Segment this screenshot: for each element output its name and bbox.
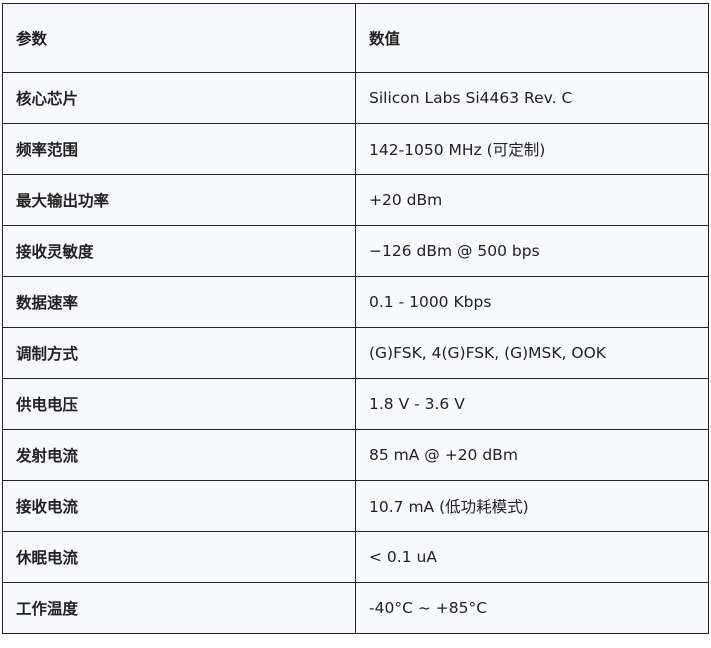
param-name: 休眠电流 (2, 531, 356, 583)
param-value: 0.1 - 1000 Kbps (355, 276, 709, 328)
param-name: 接收电流 (2, 480, 356, 532)
param-name: 调制方式 (2, 327, 356, 379)
param-name: 数据速率 (2, 276, 356, 328)
param-value: +20 dBm (355, 174, 709, 226)
table-row: 供电电压 1.8 V - 3.6 V (2, 378, 709, 430)
param-value: (G)FSK, 4(G)FSK, (G)MSK, OOK (355, 327, 709, 379)
param-value: -40°C ~ +85°C (355, 582, 709, 634)
spec-table: 参数 数值 核心芯片 Silicon Labs Si4463 Rev. C 频率范围… (2, 3, 709, 634)
table-row: 核心芯片 Silicon Labs Si4463 Rev. C (2, 72, 709, 124)
table-row: 最大输出功率 +20 dBm (2, 174, 709, 226)
param-value: Silicon Labs Si4463 Rev. C (355, 72, 709, 124)
param-name: 发射电流 (2, 429, 356, 481)
param-name: 供电电压 (2, 378, 356, 430)
param-value: 10.7 mA (低功耗模式) (355, 480, 709, 532)
table-row: 接收灵敏度 −126 dBm @ 500 bps (2, 225, 709, 277)
param-name: 最大输出功率 (2, 174, 356, 226)
table-row: 数据速率 0.1 - 1000 Kbps (2, 276, 709, 328)
header-row: 参数 数值 (2, 3, 709, 73)
table-row: 工作温度 -40°C ~ +85°C (2, 582, 709, 634)
table-row: 接收电流 10.7 mA (低功耗模式) (2, 480, 709, 532)
table-row: 频率范围 142-1050 MHz (可定制) (2, 123, 709, 175)
header-value: 数值 (355, 3, 709, 73)
param-value: < 0.1 uA (355, 531, 709, 583)
param-name: 接收灵敏度 (2, 225, 356, 277)
param-value: −126 dBm @ 500 bps (355, 225, 709, 277)
param-name: 工作温度 (2, 582, 356, 634)
param-value: 1.8 V - 3.6 V (355, 378, 709, 430)
param-name: 核心芯片 (2, 72, 356, 124)
table-row: 休眠电流 < 0.1 uA (2, 531, 709, 583)
param-value: 85 mA @ +20 dBm (355, 429, 709, 481)
header-param: 参数 (2, 3, 356, 73)
param-value: 142-1050 MHz (可定制) (355, 123, 709, 175)
param-name: 频率范围 (2, 123, 356, 175)
table-row: 调制方式 (G)FSK, 4(G)FSK, (G)MSK, OOK (2, 327, 709, 379)
table-row: 发射电流 85 mA @ +20 dBm (2, 429, 709, 481)
